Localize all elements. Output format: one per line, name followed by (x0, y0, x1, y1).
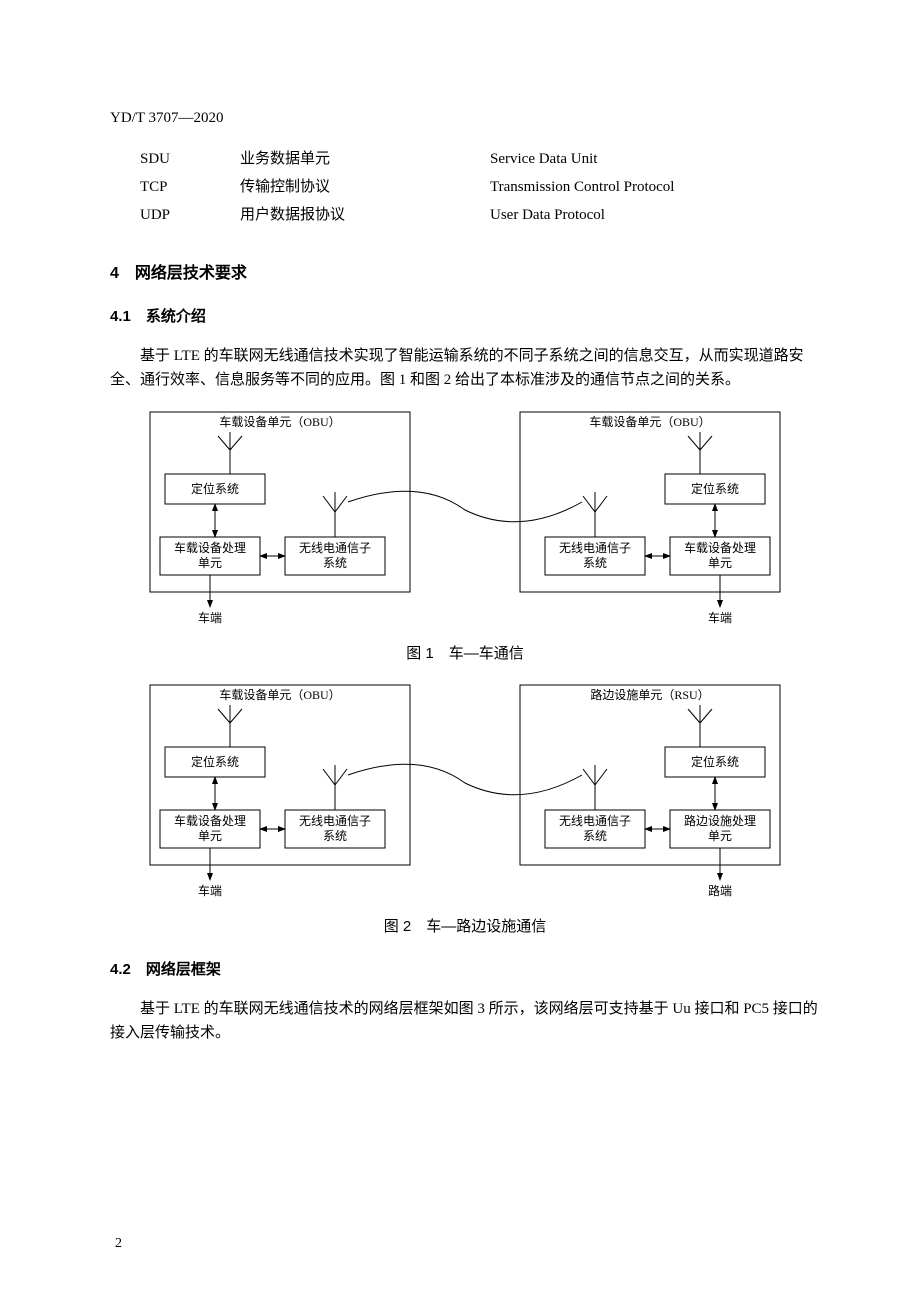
section-4-1-paragraph: 基于 LTE 的车联网无线通信技术实现了智能运输系统的不同子系统之间的信息交互，… (110, 344, 820, 392)
abbreviation-table: SDU 业务数据单元 Service Data Unit TCP 传输控制协议 … (140, 145, 820, 229)
fig2-right-title: 路边设施单元（RSU） (590, 687, 709, 702)
abbr-code: TCP (140, 173, 240, 201)
abbr-en: User Data Protocol (490, 201, 605, 229)
fig1-left-title: 车载设备单元（OBU） (219, 414, 340, 429)
fig2-left-processing-1: 车载设备处理 (174, 813, 246, 828)
abbr-row: SDU 业务数据单元 Service Data Unit (140, 145, 820, 173)
page-number: 2 (115, 1236, 122, 1252)
fig1-left-endpoint: 车端 (198, 610, 222, 625)
fig2-right-processing-1: 路边设施处理 (684, 813, 756, 828)
fig1-right-processing-1: 车载设备处理 (684, 540, 756, 555)
fig2-right-positioning: 定位系统 (691, 754, 739, 769)
fig2-right-radio-1: 无线电通信子 (559, 814, 631, 828)
fig1-left-positioning: 定位系统 (191, 481, 239, 496)
fig1-right-processing-2: 单元 (708, 556, 732, 570)
document-number: YD/T 3707—2020 (110, 110, 820, 127)
abbr-code: SDU (140, 145, 240, 173)
fig2-left-radio-2: 系统 (323, 829, 347, 843)
fig2-right-processing-2: 单元 (708, 829, 732, 843)
fig1-right-radio-1: 无线电通信子 (559, 541, 631, 555)
abbr-code: UDP (140, 201, 240, 229)
abbr-en: Service Data Unit (490, 145, 597, 173)
fig1-left-radio-2: 系统 (323, 556, 347, 570)
fig1-left-processing-1: 车载设备处理 (174, 540, 246, 555)
fig2-left-title: 车载设备单元（OBU） (219, 687, 340, 702)
abbr-en: Transmission Control Protocol (490, 173, 674, 201)
figure-2-caption: 图 2 车—路边设施通信 (110, 915, 820, 936)
fig2-left-radio-1: 无线电通信子 (299, 814, 371, 828)
fig2-left-positioning: 定位系统 (191, 754, 239, 769)
figure-1-diagram: 车载设备单元（OBU） 定位系统 车载设备处理 单元 无线电通信子 系统 车端 … (130, 402, 800, 632)
fig2-left-processing-2: 单元 (198, 829, 222, 843)
abbr-cn: 业务数据单元 (240, 145, 490, 173)
fig1-right-radio-2: 系统 (583, 556, 607, 570)
fig1-right-title: 车载设备单元（OBU） (589, 414, 710, 429)
fig2-right-endpoint: 路端 (708, 883, 732, 898)
fig1-left-processing-2: 单元 (198, 556, 222, 570)
fig1-left-radio-1: 无线电通信子 (299, 541, 371, 555)
section-4-2-paragraph: 基于 LTE 的车联网无线通信技术的网络层框架如图 3 所示，该网络层可支持基于… (110, 997, 820, 1045)
abbr-cn: 传输控制协议 (240, 173, 490, 201)
fig1-right-positioning: 定位系统 (691, 481, 739, 496)
abbr-cn: 用户数据报协议 (240, 201, 490, 229)
fig2-right-radio-2: 系统 (583, 829, 607, 843)
figure-2-diagram: 车载设备单元（OBU） 定位系统 车载设备处理 单元 无线电通信子 系统 车端 … (130, 675, 800, 905)
abbr-row: TCP 传输控制协议 Transmission Control Protocol (140, 173, 820, 201)
fig2-left-endpoint: 车端 (198, 883, 222, 898)
figure-1-caption: 图 1 车—车通信 (110, 642, 820, 663)
section-4-heading: 4 网络层技术要求 (110, 259, 820, 283)
section-4-2-heading: 4.2 网络层框架 (110, 958, 820, 979)
section-4-1-heading: 4.1 系统介绍 (110, 305, 820, 326)
abbr-row: UDP 用户数据报协议 User Data Protocol (140, 201, 820, 229)
fig1-right-endpoint: 车端 (708, 610, 732, 625)
